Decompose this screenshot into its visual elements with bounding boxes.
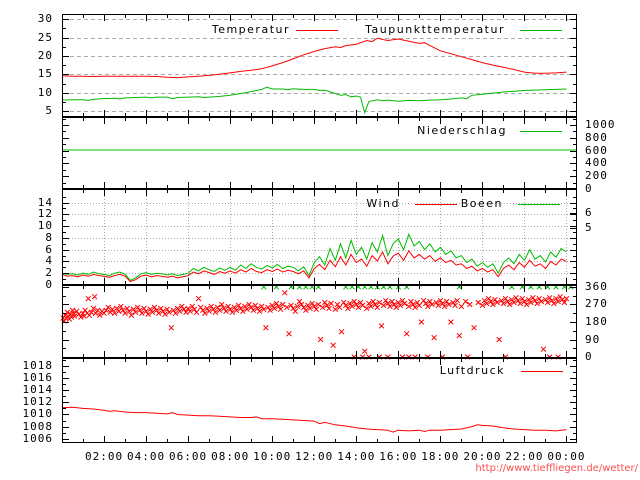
scatter-Windrichtung-360-Markierungen (261, 284, 574, 290)
x-tick-label: 02:00 (84, 450, 124, 463)
y-tick-label: 400 (585, 156, 608, 170)
y-tick-label: 1000 (585, 118, 616, 131)
x-tick-label: 06:00 (169, 450, 208, 463)
y-tick-label: 20 (37, 48, 53, 62)
y-tick-label: 2 (45, 266, 53, 280)
y2-tick-label: 6 (585, 206, 593, 220)
y-tick-label: 1018 (22, 358, 53, 372)
legend-boeen: Boeen (460, 197, 503, 210)
y-tick-label: 30 (37, 12, 53, 26)
x-tick-label: 22:00 (505, 450, 544, 463)
y-tick-label: 800 (585, 130, 608, 144)
y-tick-label: 600 (585, 143, 608, 157)
y-tick-label: 90 (585, 332, 601, 346)
y-tick-label: 1014 (22, 383, 53, 397)
y-tick-label: 14 (37, 195, 53, 209)
y-tick-label: 0 (45, 278, 53, 291)
x-tick-label: 10:00 (253, 450, 292, 463)
x-tick-label: 18:00 (421, 450, 460, 463)
y-tick-label: 0 (585, 350, 593, 364)
y-tick-label: 270 (585, 297, 608, 311)
y-tick-label: 1006 (22, 431, 53, 445)
y-tick-label: 12 (37, 207, 53, 221)
y2-tick-label: 5 (585, 220, 593, 234)
legend-wind: Wind (366, 197, 400, 210)
y-tick-label: 15 (37, 67, 53, 81)
y-tick-label: 5 (45, 104, 53, 118)
y-tick-label: 200 (585, 169, 608, 183)
x-tick-label: 12:00 (295, 450, 334, 463)
x-tick-label: 04:00 (127, 450, 166, 463)
scatter-Windrichtung (60, 290, 570, 360)
y-tick-label: 1008 (22, 419, 53, 433)
y-tick-label: 360 (585, 279, 608, 293)
watermark-url: http://www.tieffliegen.de/wetter/ (475, 463, 638, 474)
y-tick-label: 8 (45, 230, 53, 244)
legend-niederschlag: Niederschlag (417, 124, 507, 137)
series-Wind (61, 249, 567, 283)
x-tick-label: 14:00 (337, 450, 376, 463)
y-tick-label: 180 (585, 314, 608, 328)
x-tick-label: 16:00 (379, 450, 418, 463)
legend-taupunkttemperatur: Taupunkttemperatur (365, 23, 505, 36)
panel-border-wind-direction-panel (62, 285, 577, 358)
y-tick-label: 1010 (22, 407, 53, 421)
x-tick-label: 00:00 (547, 450, 586, 463)
series-Boeen (61, 232, 567, 281)
y-tick-label: 10 (37, 219, 53, 233)
series-Luftdruck (61, 406, 567, 433)
x-tick-label: 08:00 (211, 450, 250, 463)
x-tick-label: 20:00 (463, 450, 502, 463)
legend-luftdruck: Luftdruck (439, 364, 505, 377)
series-Temperatur (61, 37, 567, 79)
y-tick-label: 25 (37, 30, 53, 44)
y-tick-label: 6 (45, 242, 53, 256)
y-tick-label: 0 (585, 182, 593, 195)
y-tick-label: 10 (37, 85, 53, 99)
y-tick-label: 4 (45, 254, 53, 268)
legend-temperatur: Temperatur (211, 23, 290, 36)
y-tick-label: 1016 (22, 371, 53, 385)
y-tick-label: 1012 (22, 395, 53, 409)
series-Taupunkttemperatur (61, 86, 567, 115)
